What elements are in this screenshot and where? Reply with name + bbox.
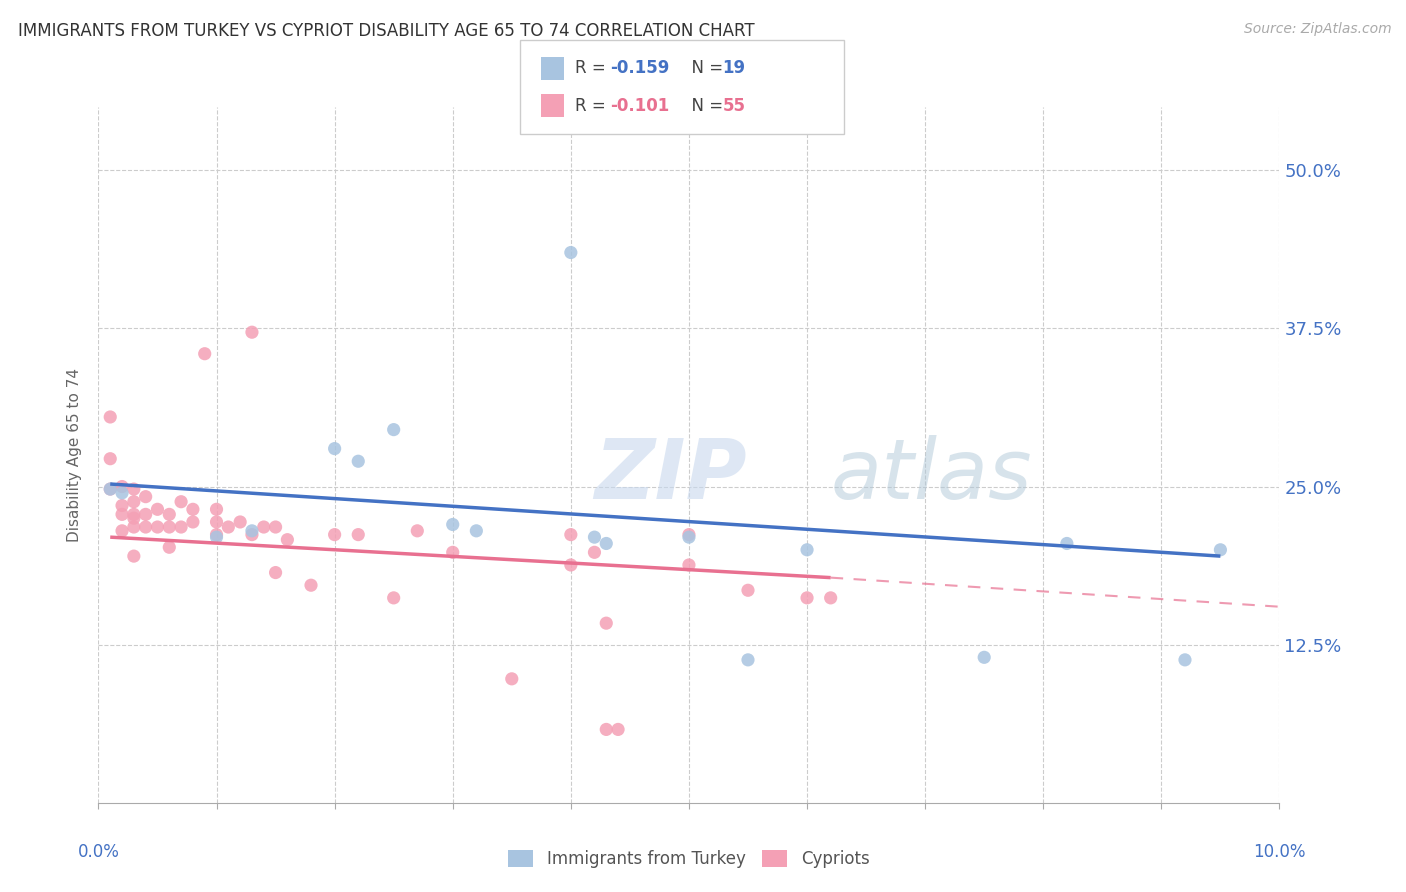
Point	[973, 650, 995, 665]
Point	[678, 527, 700, 541]
Text: 10.0%: 10.0%	[1253, 843, 1306, 861]
Point	[181, 515, 204, 529]
Point	[205, 502, 228, 516]
Point	[276, 533, 298, 547]
Point	[217, 520, 239, 534]
Text: -0.101: -0.101	[610, 96, 669, 114]
Point	[382, 591, 405, 605]
Text: ZIP: ZIP	[595, 435, 747, 516]
Point	[122, 549, 145, 563]
Point	[98, 451, 121, 466]
Point	[678, 558, 700, 572]
Point	[122, 494, 145, 508]
Text: N =: N =	[681, 96, 728, 114]
Point	[607, 723, 630, 737]
Point	[796, 542, 818, 557]
Point	[323, 527, 346, 541]
Text: IMMIGRANTS FROM TURKEY VS CYPRIOT DISABILITY AGE 65 TO 74 CORRELATION CHART: IMMIGRANTS FROM TURKEY VS CYPRIOT DISABI…	[18, 22, 755, 40]
Point	[98, 482, 121, 496]
Point	[229, 515, 252, 529]
Point	[181, 502, 204, 516]
Y-axis label: Disability Age 65 to 74: Disability Age 65 to 74	[67, 368, 83, 542]
Point	[1174, 653, 1197, 667]
Text: 55: 55	[723, 96, 745, 114]
Point	[1056, 536, 1078, 550]
Point	[501, 672, 523, 686]
Point	[595, 616, 617, 631]
Point	[583, 545, 606, 559]
Point	[157, 541, 180, 555]
Point	[122, 511, 145, 525]
Point	[560, 527, 582, 541]
Point	[157, 508, 180, 522]
Point	[240, 325, 263, 339]
Point	[205, 530, 228, 544]
Point	[465, 524, 488, 538]
Point	[98, 409, 121, 424]
Point	[264, 520, 287, 534]
Point	[98, 482, 121, 496]
Point	[111, 508, 134, 522]
Point	[678, 530, 700, 544]
Point	[299, 578, 322, 592]
Point	[111, 499, 134, 513]
Point	[135, 508, 157, 522]
Point	[111, 524, 134, 538]
Point	[146, 520, 169, 534]
Point	[583, 530, 606, 544]
Point	[820, 591, 842, 605]
Point	[170, 520, 193, 534]
Point	[253, 520, 276, 534]
Point	[170, 494, 193, 508]
Point	[205, 527, 228, 541]
Text: 0.0%: 0.0%	[77, 843, 120, 861]
Text: 19: 19	[723, 60, 745, 78]
Point	[135, 520, 157, 534]
Point	[595, 723, 617, 737]
Point	[406, 524, 429, 538]
Text: N =: N =	[681, 60, 728, 78]
Point	[111, 486, 134, 500]
Point	[560, 558, 582, 572]
Point	[347, 454, 370, 468]
Text: Source: ZipAtlas.com: Source: ZipAtlas.com	[1244, 22, 1392, 37]
Text: R =: R =	[575, 96, 612, 114]
Point	[1209, 542, 1232, 557]
Point	[796, 591, 818, 605]
Point	[157, 520, 180, 534]
Point	[240, 527, 263, 541]
Point	[595, 536, 617, 550]
Point	[135, 490, 157, 504]
Point	[194, 347, 217, 361]
Point	[122, 520, 145, 534]
Point	[122, 508, 145, 522]
Point	[111, 479, 134, 493]
Point	[122, 482, 145, 496]
Point	[347, 527, 370, 541]
Point	[205, 515, 228, 529]
Point	[146, 502, 169, 516]
Point	[382, 423, 405, 437]
Point	[737, 653, 759, 667]
Point	[560, 245, 582, 260]
Text: -0.159: -0.159	[610, 60, 669, 78]
Text: R =: R =	[575, 60, 612, 78]
Point	[441, 545, 464, 559]
Point	[264, 566, 287, 580]
Point	[323, 442, 346, 456]
Point	[737, 583, 759, 598]
Point	[240, 524, 263, 538]
Legend: Immigrants from Turkey, Cypriots: Immigrants from Turkey, Cypriots	[502, 843, 876, 874]
Text: atlas: atlas	[831, 435, 1032, 516]
Point	[441, 517, 464, 532]
